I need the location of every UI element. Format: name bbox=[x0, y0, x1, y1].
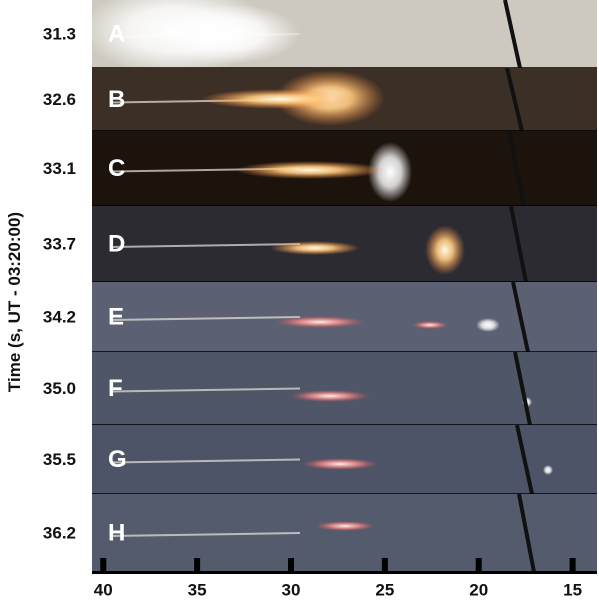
fireball-glow bbox=[543, 465, 553, 475]
pole bbox=[511, 281, 530, 353]
panel-letter: D bbox=[108, 230, 125, 257]
panel-letter: F bbox=[108, 375, 123, 402]
fireball-glow bbox=[315, 521, 375, 531]
fireball-glow bbox=[275, 316, 365, 328]
fireball-glow bbox=[302, 458, 378, 470]
x-tick bbox=[194, 558, 201, 572]
fireball-glow bbox=[160, 4, 300, 64]
x-tick-label: 25 bbox=[375, 580, 394, 599]
fireball-glow bbox=[412, 321, 448, 329]
time-label: 33.1 bbox=[43, 159, 76, 178]
x-tick bbox=[475, 558, 482, 572]
pole bbox=[505, 67, 524, 132]
panel-letter: E bbox=[108, 303, 124, 330]
fireball-glow bbox=[368, 142, 412, 202]
pole bbox=[509, 205, 528, 283]
pole bbox=[515, 424, 534, 495]
x-tick-label: 30 bbox=[282, 580, 301, 599]
meteor-trail bbox=[109, 243, 301, 248]
x-tick bbox=[100, 558, 107, 572]
pole bbox=[507, 130, 526, 207]
pole bbox=[517, 493, 536, 573]
y-axis-label: Time (s, UT - 03:20:00) bbox=[5, 212, 24, 392]
fireball-glow bbox=[235, 161, 385, 179]
photo-panel bbox=[92, 352, 597, 425]
meteor-trail bbox=[109, 532, 301, 537]
panel-letter: B bbox=[108, 86, 125, 113]
image-panels: A 31.3 B 32.6 C 33.1 D 33.7 E 34.2 F 35.0 G 35.5 H 36.2 bbox=[43, 0, 597, 573]
panel-letter: G bbox=[108, 446, 127, 473]
time-label: 35.0 bbox=[43, 379, 76, 398]
meteor-trail bbox=[109, 387, 301, 393]
meteor-trail bbox=[109, 458, 301, 464]
fireball-glow bbox=[200, 89, 360, 109]
pole bbox=[503, 0, 522, 69]
x-tick bbox=[381, 558, 388, 572]
pole bbox=[513, 351, 532, 426]
time-label: 33.7 bbox=[43, 234, 76, 253]
fireball-glow bbox=[290, 390, 370, 402]
fireball-glow bbox=[476, 318, 500, 332]
time-label: 36.2 bbox=[43, 523, 76, 542]
panel-letter: C bbox=[108, 155, 125, 182]
x-tick-label: 40 bbox=[94, 580, 113, 599]
time-label: 32.6 bbox=[43, 90, 76, 109]
time-label: 34.2 bbox=[43, 307, 76, 326]
fireball-glow bbox=[270, 241, 360, 255]
axis-band bbox=[92, 571, 597, 574]
time-label: 35.5 bbox=[43, 450, 76, 469]
x-axis: 40 35 30 25 20 15 bbox=[92, 558, 597, 599]
x-tick-label: 35 bbox=[188, 580, 207, 599]
x-tick bbox=[569, 558, 576, 572]
x-tick bbox=[287, 558, 294, 572]
meteor-trail bbox=[109, 316, 301, 321]
photo-panel bbox=[92, 494, 597, 572]
x-tick-label: 20 bbox=[469, 580, 488, 599]
panel-letter: H bbox=[108, 519, 125, 546]
panel-letter: A bbox=[108, 20, 125, 47]
x-tick-label: 15 bbox=[563, 580, 582, 599]
time-label: 31.3 bbox=[43, 24, 76, 43]
fireball-glow bbox=[425, 225, 465, 275]
